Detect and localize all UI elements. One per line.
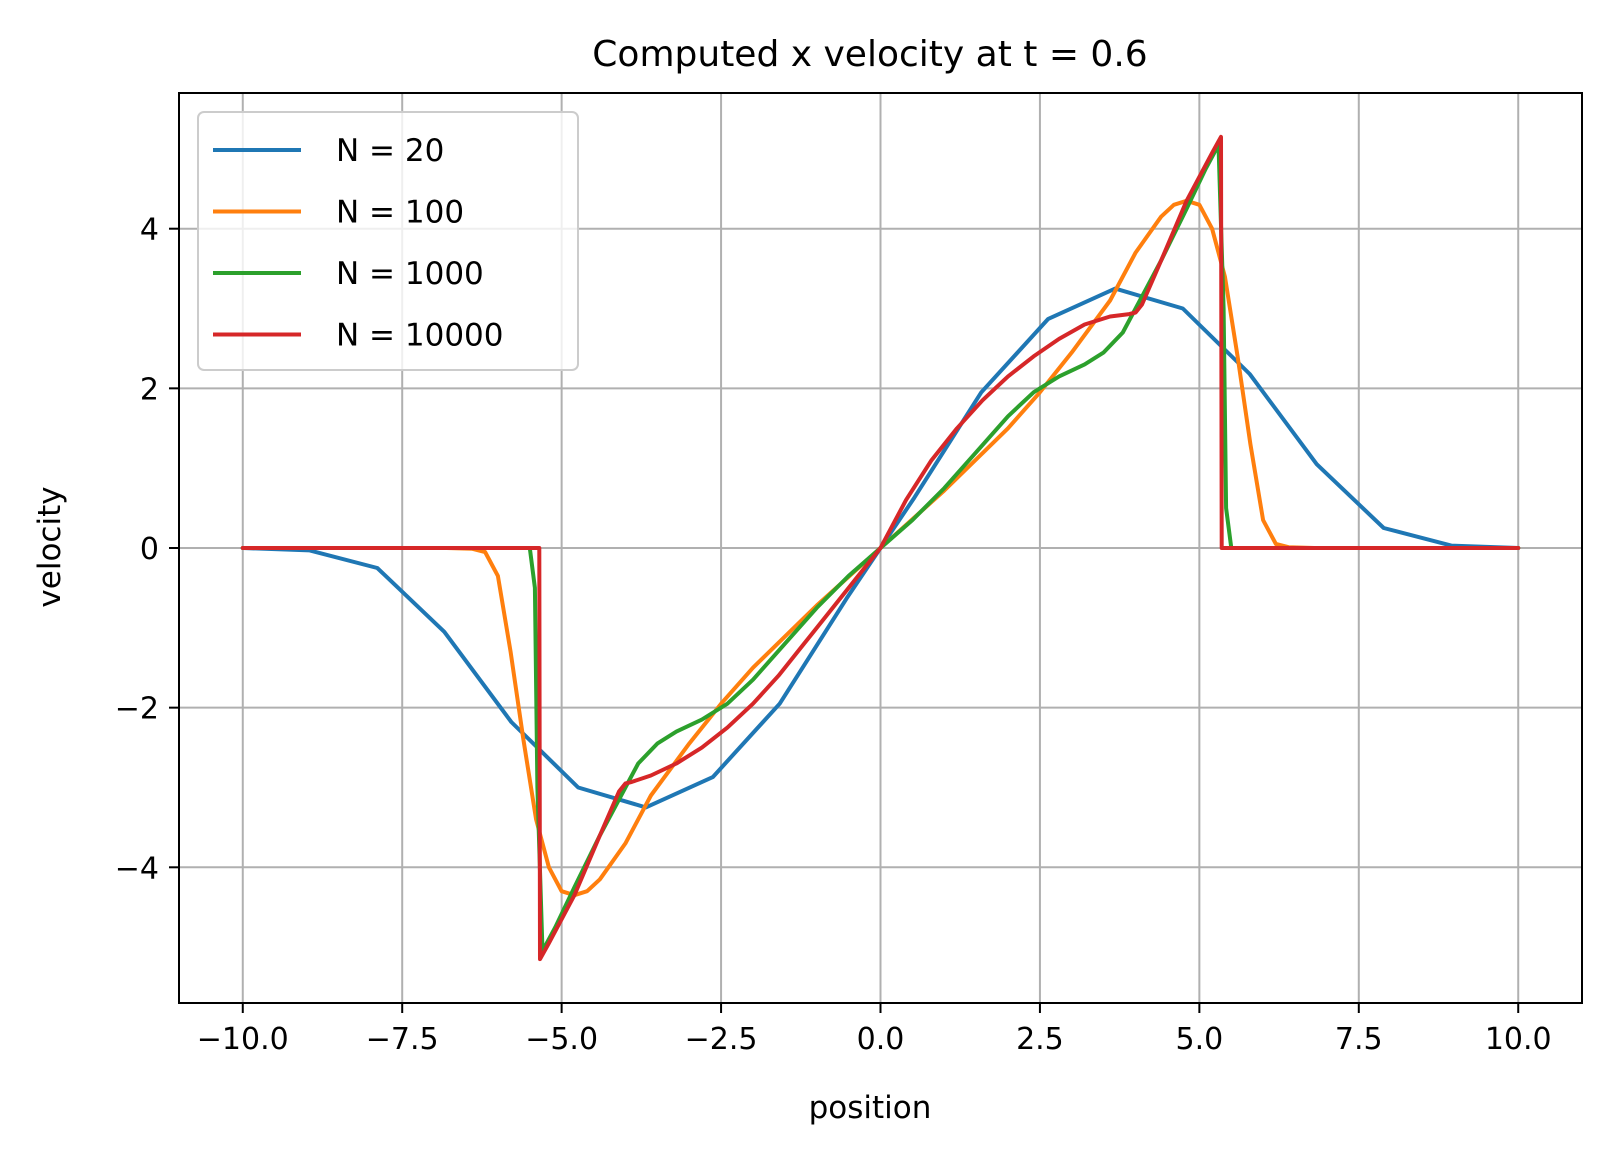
y-tick-label: 4: [140, 213, 159, 248]
x-tick-label: 2.5: [1016, 1022, 1064, 1057]
y-tick-label: −4: [115, 851, 159, 886]
y-tick-label: −2: [115, 692, 159, 727]
x-tick-label: −10.0: [197, 1022, 289, 1057]
x-axis-label: position: [809, 1090, 932, 1126]
x-tick-label: 10.0: [1485, 1022, 1552, 1057]
series-line-4: [240, 134, 1521, 962]
x-ticks: −10.0 −7.5 −5.0 −2.5 0.0 2.5 5.0 7.5 10.0: [197, 1003, 1552, 1057]
legend-label: N = 100: [336, 195, 464, 231]
x-tick-label: −2.5: [685, 1022, 758, 1057]
legend: N = 20 N = 100 N = 1000 N = 10000: [197, 111, 579, 371]
x-tick-label: 5.0: [1176, 1022, 1224, 1057]
x-tick-label: 7.5: [1335, 1022, 1383, 1057]
legend-label: N = 1000: [336, 256, 484, 292]
series-layer: [240, 134, 1521, 962]
x-tick-label: −7.5: [366, 1022, 439, 1057]
chart-title: Computed x velocity at t = 0.6: [592, 34, 1147, 75]
x-tick-label: −5.0: [525, 1022, 598, 1057]
legend-label: N = 10000: [336, 318, 504, 354]
x-tick-label: 0.0: [857, 1022, 905, 1057]
legend-label: N = 20: [336, 133, 444, 169]
legend-box: [197, 111, 579, 371]
y-tick-label: 0: [140, 532, 159, 567]
y-ticks: −4 −2 0 2 4: [115, 213, 179, 886]
y-tick-label: 2: [140, 372, 159, 407]
y-axis-label: velocity: [32, 486, 68, 607]
